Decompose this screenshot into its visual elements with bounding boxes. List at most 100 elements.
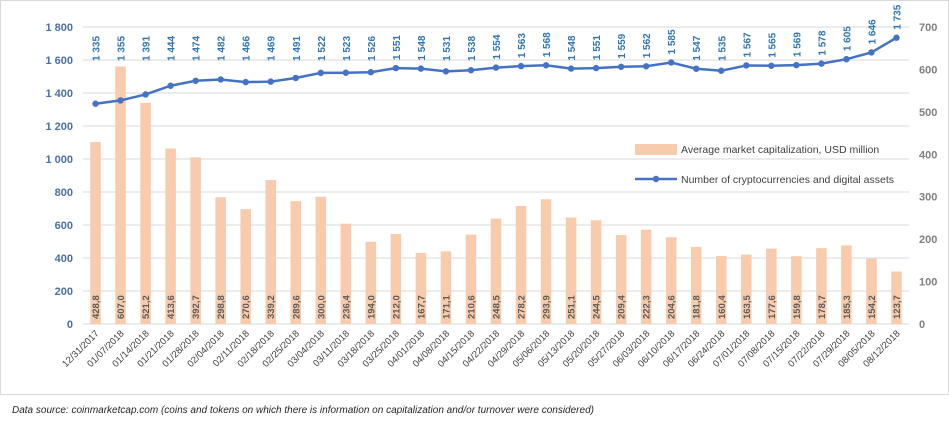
line-point [868, 49, 875, 56]
bar-data-label: 160,4 [717, 295, 728, 319]
line-data-label: 1 491 [292, 36, 303, 61]
bar [290, 201, 302, 324]
bar-data-label: 222,3 [642, 295, 653, 319]
left-axis-tick-label: 0 [67, 319, 73, 331]
right-axis-tick-label: 200 [919, 234, 937, 246]
line-point [542, 62, 550, 69]
bar [766, 248, 777, 324]
legend: Average market capitalization, USD milli… [635, 144, 894, 186]
line-point [117, 97, 124, 104]
bar-data-label: 339,2 [266, 295, 277, 319]
line-point [442, 68, 450, 75]
line-point [592, 64, 600, 72]
left-axis-tick-label: 1 400 [45, 88, 73, 100]
bar [390, 234, 402, 324]
line-data-label: 1 355 [117, 36, 128, 61]
left-axis-tick-label: 1 600 [45, 55, 73, 67]
bar-data-label: 521,2 [141, 295, 152, 319]
bar [665, 237, 677, 324]
bar-data-label: 171,1 [441, 295, 452, 319]
bar-data-label: 209,4 [617, 295, 628, 319]
line-point [668, 59, 675, 66]
bar-data-label: 289,6 [291, 295, 302, 319]
bar [690, 246, 702, 324]
bar [565, 217, 577, 324]
right-axis-tick-label: 400 [919, 149, 937, 161]
line-data-label: 1 554 [492, 34, 503, 59]
line-data-label: 1 565 [767, 32, 778, 57]
bar [465, 234, 477, 324]
line-point [192, 77, 199, 84]
line-data-label: 1 548 [417, 35, 428, 60]
bar [240, 209, 251, 324]
line-point [818, 60, 825, 67]
line-data-label: 1 548 [567, 35, 578, 60]
source-note: Data source: coinmarketcap.com (coins an… [12, 405, 594, 416]
line-data-label: 1 567 [742, 32, 753, 57]
chart-frame: 428,8 607,0 521,2 413,6 392,7 298,8 270,6 339,2… [0, 0, 949, 395]
bar-data-label: 607,0 [116, 295, 127, 319]
line-data-label: 1 531 [442, 36, 453, 61]
legend-bar-label: Average market capitalization, USD milli… [681, 144, 879, 156]
left-axis-tick-label: 200 [55, 286, 73, 298]
bar [90, 142, 101, 324]
bar [866, 258, 877, 324]
right-axis-tick-label: 600 [919, 64, 937, 76]
line-data-label: 1 474 [192, 36, 203, 61]
line-data-label: 1 523 [342, 36, 353, 61]
bar [265, 180, 276, 324]
bar-data-label: 270,6 [241, 295, 252, 319]
bar [841, 245, 852, 324]
bar-data-label: 181,8 [692, 295, 703, 319]
bar [190, 157, 201, 324]
line-point [517, 62, 525, 70]
bar [741, 254, 752, 324]
line-point [267, 78, 274, 85]
line-data-label: 1 605 [842, 26, 853, 51]
bar-data-label: 278,2 [517, 295, 528, 319]
bar-data-label: 244,5 [592, 295, 603, 319]
line-point [567, 65, 575, 72]
left-axis-tick-label: 1 800 [45, 22, 73, 34]
bar [115, 66, 126, 325]
bar-data-label: 178,7 [817, 295, 828, 319]
line-point [292, 74, 299, 82]
bar [415, 252, 427, 324]
line-point [142, 91, 149, 98]
bar [365, 241, 377, 324]
line-point [92, 100, 99, 107]
line-data-label: 1 569 [792, 32, 803, 57]
bar [891, 271, 902, 324]
line-point [492, 64, 500, 71]
legend-line-marker [652, 175, 660, 183]
line-point [768, 62, 775, 69]
combo-chart: 428,8 607,0 521,2 413,6 392,7 298,8 270,6 339,2… [45, 4, 937, 369]
right-axis-tick-label: 500 [919, 107, 937, 119]
line-data-label: 1 735 [892, 4, 903, 29]
line-point [392, 64, 400, 72]
right-axis-tick-label: 100 [919, 277, 937, 289]
bar-data-label: 194,0 [366, 295, 377, 319]
bar-data-label: 413,6 [166, 295, 177, 319]
line-data-label: 1 469 [267, 36, 278, 61]
left-axis-tick-label: 400 [55, 253, 73, 265]
bar [716, 255, 727, 324]
bar-data-label: 159,8 [792, 295, 803, 319]
bar [440, 251, 452, 324]
line-point [167, 82, 174, 89]
bar-data-label: 212,0 [391, 295, 402, 319]
bar-data-label: 177,6 [767, 295, 778, 319]
line-data-label: 1 466 [242, 36, 253, 61]
line-point [617, 63, 625, 70]
bar-data-label: 204,6 [667, 295, 678, 319]
line-data-label: 1 646 [867, 19, 878, 44]
bar [340, 223, 352, 324]
line-point [893, 34, 900, 41]
line-data-labels: 1 335 1 355 1 391 1 444 1 474 1 482 1 466 1 469… [92, 4, 904, 61]
bar [315, 196, 327, 324]
right-axis-tick-label: 300 [919, 192, 937, 204]
line-data-label: 1 547 [692, 35, 703, 60]
line-point [693, 65, 700, 72]
bar-data-label: 163,5 [742, 295, 753, 319]
left-axis-tick-label: 600 [55, 220, 73, 232]
